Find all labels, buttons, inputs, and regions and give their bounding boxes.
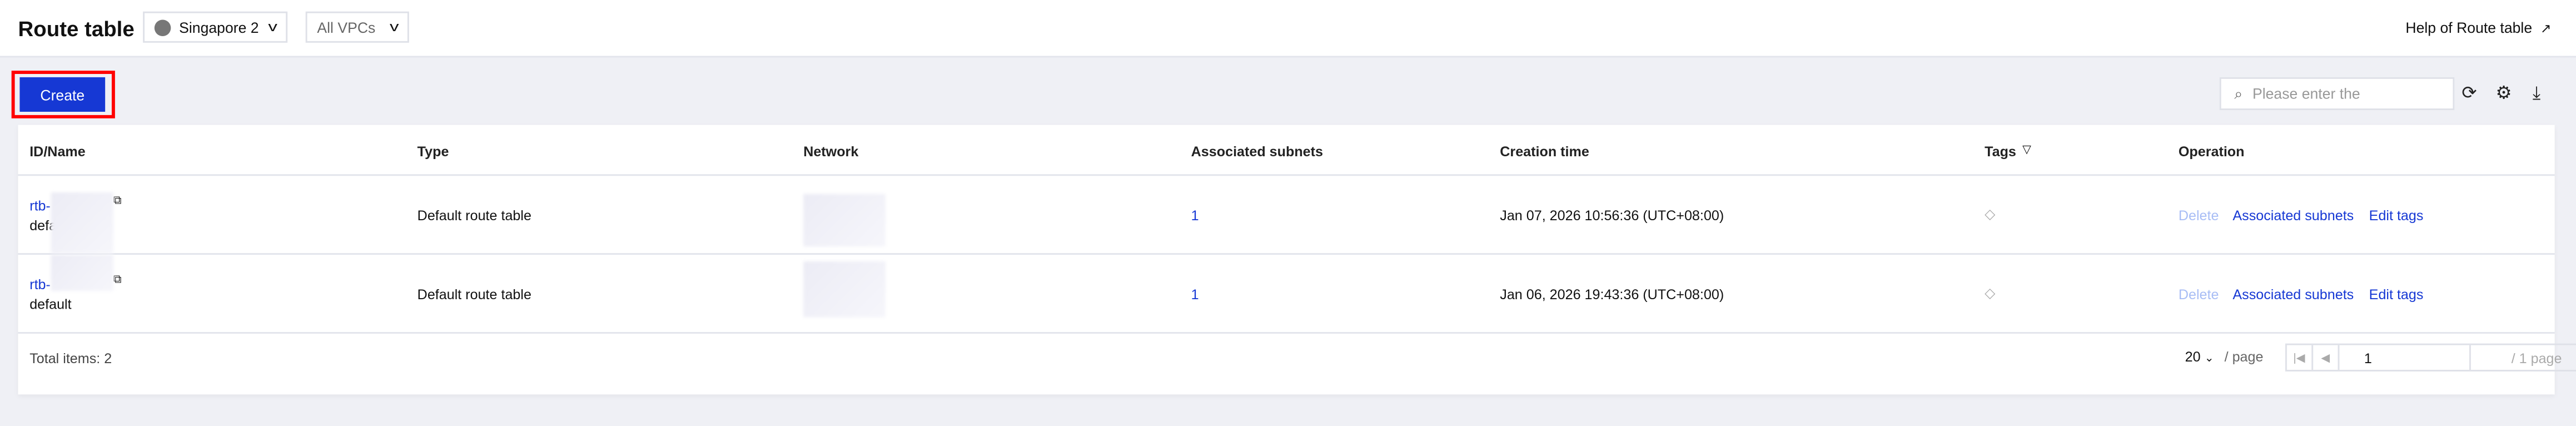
- page-total: / 1 page: [2471, 345, 2576, 370]
- search-placeholder: Please enter the: [2252, 85, 2360, 102]
- globe-icon: [154, 18, 171, 36]
- associated-subnets-link[interactable]: Associated subnets: [2232, 207, 2354, 224]
- prev-page-icon[interactable]: ◀: [2313, 345, 2340, 370]
- download-icon[interactable]: ⤓: [2532, 83, 2541, 104]
- region-value: Singapore 2: [179, 18, 259, 36]
- pagination: |◀ ◀ 1 / 1 page ▶ ▶|: [2285, 343, 2576, 371]
- refresh-icon[interactable]: ⟳: [2461, 83, 2477, 104]
- first-page-icon[interactable]: |◀: [2287, 345, 2314, 370]
- redacted-network: [803, 194, 886, 247]
- tag-icon[interactable]: ◇: [1985, 284, 1996, 301]
- column-header: Network: [803, 143, 859, 160]
- column-header: Creation time: [1500, 143, 1589, 160]
- edit-tags-link[interactable]: Edit tags: [2369, 207, 2424, 224]
- tag-icon[interactable]: ◇: [1985, 205, 1996, 222]
- table-header: ID/Name Type Network Associated subnets …: [18, 125, 2555, 176]
- page-size-value: 20: [2185, 348, 2201, 365]
- copy-icon[interactable]: ⧉: [113, 274, 122, 286]
- column-header: Operation: [2178, 143, 2245, 160]
- create-button[interactable]: Create: [19, 77, 106, 112]
- page-input[interactable]: 1: [2339, 345, 2471, 370]
- route-table-name: default: [29, 295, 72, 313]
- per-page-label: / page: [2224, 348, 2264, 365]
- total-items: Total items: 2: [29, 350, 112, 367]
- chevron-down-icon: ⌄: [2204, 353, 2215, 365]
- type-cell: Default route table: [417, 207, 531, 224]
- vpc-value: All VPCs: [317, 18, 376, 36]
- help-label: Help of Route table: [2405, 19, 2533, 37]
- subnets-count-link[interactable]: 1: [1191, 207, 1199, 224]
- column-header: Associated subnets: [1191, 143, 1324, 160]
- search-input[interactable]: ⌕ Please enter the: [2219, 77, 2455, 111]
- page-title: Route table: [18, 16, 135, 41]
- delete-link[interactable]: Delete: [2178, 207, 2219, 224]
- redacted-network: [803, 261, 886, 318]
- route-table-id-link[interactable]: rtb-: [29, 276, 51, 293]
- column-header: Type: [417, 143, 449, 160]
- subnets-count-link[interactable]: 1: [1191, 286, 1199, 303]
- gear-icon[interactable]: ⚙: [2495, 83, 2512, 104]
- help-link[interactable]: Help of Route table ↗: [2405, 19, 2551, 36]
- chevron-down-icon: v: [268, 19, 277, 35]
- route-table-id-link[interactable]: rtb-: [29, 197, 51, 214]
- chevron-down-icon: v: [390, 19, 399, 35]
- type-cell: Default route table: [417, 286, 531, 303]
- route-table: ID/Name Type Network Associated subnets …: [18, 125, 2576, 395]
- table-row: rtb- ⧉ default Default route table 1 Jan…: [18, 255, 2555, 334]
- table-row: rtb- ⧉ default Default route table 1 Jan…: [18, 176, 2555, 255]
- search-icon: ⌕: [2234, 85, 2243, 101]
- top-bar: Route table Singapore 2 v All VPCs v Hel…: [0, 0, 2576, 58]
- creation-time: Jan 07, 2026 10:56:36 (UTC+08:00): [1500, 207, 1724, 224]
- page-size-select[interactable]: 20 ⌄: [2185, 349, 2214, 365]
- filter-icon[interactable]: ▽: [2022, 145, 2032, 156]
- creation-time: Jan 06, 2026 19:43:36 (UTC+08:00): [1500, 286, 1724, 303]
- copy-icon[interactable]: ⧉: [113, 195, 122, 207]
- associated-subnets-link[interactable]: Associated subnets: [2232, 286, 2354, 303]
- external-link-icon: ↗: [2540, 20, 2552, 36]
- delete-link[interactable]: Delete: [2178, 286, 2219, 303]
- region-select[interactable]: Singapore 2 v: [143, 11, 288, 43]
- redacted-id: [51, 255, 113, 291]
- highlight-box: [11, 71, 115, 118]
- column-header: ID/Name: [29, 143, 86, 160]
- vpc-select[interactable]: All VPCs v: [305, 11, 409, 43]
- edit-tags-link[interactable]: Edit tags: [2369, 286, 2424, 303]
- column-header: Tags: [1985, 143, 2016, 160]
- redacted-id: [51, 192, 113, 254]
